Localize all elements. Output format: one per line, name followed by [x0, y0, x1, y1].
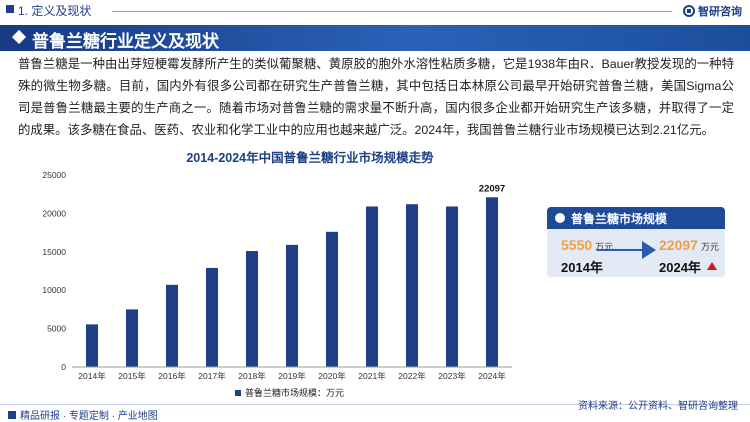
- x-tick-label: 2015年: [118, 371, 146, 381]
- source-note: 资料来源：公开资料、智研咨询整理: [578, 401, 738, 412]
- bar: [86, 324, 98, 367]
- x-tick-label: 2016年: [158, 371, 186, 381]
- y-tick-label: 15000: [42, 247, 66, 257]
- chart-legend: 普鲁兰糖市场规模：万元: [235, 386, 344, 399]
- brand-icon: [683, 5, 695, 17]
- x-tick-label: 2023年: [438, 371, 466, 381]
- section-marker: [6, 5, 14, 13]
- brand-name: 智研咨询: [698, 6, 742, 18]
- end-value: 22097 万元: [659, 237, 719, 253]
- data-label: 22097: [479, 183, 505, 194]
- end-value-unit: 万元: [700, 242, 719, 252]
- header-rule: [112, 11, 672, 12]
- y-tick-label: 5000: [47, 324, 66, 334]
- x-axis: 2014年 2015年 2016年 2017年 2018年 2019年 2020年 2021年…: [72, 366, 512, 381]
- bar-series: [86, 197, 498, 367]
- y-axis: 0 5000 10000 15000 20000 25000: [42, 170, 66, 372]
- card-header: 普鲁兰糖市场规模: [547, 207, 725, 229]
- bar: [206, 267, 218, 367]
- x-tick-label: 2014年: [78, 371, 106, 381]
- x-tick-label: 2019年: [278, 371, 306, 381]
- x-tick-label: 2018年: [238, 371, 266, 381]
- bar: [246, 251, 258, 367]
- x-tick-label: 2017年: [198, 371, 226, 381]
- start-year: 2014年: [561, 260, 603, 275]
- bar: [446, 206, 458, 367]
- page-title: 普鲁兰糖行业定义及现状: [32, 32, 219, 51]
- y-tick-label: 25000: [42, 170, 66, 180]
- end-year: 2024年: [659, 260, 701, 275]
- right-arrow-icon: [642, 241, 656, 259]
- brand-logo: 智研咨询: [683, 3, 742, 19]
- start-value-unit: 万元: [595, 242, 614, 252]
- bar: [166, 284, 178, 367]
- x-tick-label: 2024年: [478, 371, 506, 381]
- y-tick-label: 20000: [42, 208, 66, 218]
- bar: [126, 309, 138, 367]
- legend-swatch: [235, 389, 241, 396]
- x-tick-label: 2020年: [318, 371, 346, 381]
- bar: [286, 244, 298, 367]
- footer-rule: [0, 404, 750, 405]
- end-value-number: 22097: [659, 237, 698, 253]
- data-labels: 22097: [479, 183, 505, 194]
- x-tick-label: 2021年: [358, 371, 386, 381]
- card-dot-icon: [555, 213, 565, 223]
- start-value-number: 5550: [561, 237, 593, 253]
- up-arrow-icon: [707, 262, 717, 270]
- section-label: 1. 定义及现状: [18, 4, 92, 18]
- x-tick-label: 2022年: [398, 371, 426, 381]
- y-tick-label: 10000: [42, 285, 66, 295]
- bar: [406, 204, 418, 367]
- bar: [486, 197, 498, 367]
- legend-label: 普鲁兰糖市场规模：万元: [245, 388, 345, 398]
- arrow-line: [597, 249, 643, 251]
- y-tick-label: 0: [61, 362, 66, 372]
- top-header: 1. 定义及现状: [0, 0, 750, 22]
- start-value: 5550 万元: [561, 237, 613, 253]
- bar: [366, 206, 378, 367]
- footer-tagline: 精品研报 · 专题定制 · 产业地图: [8, 407, 158, 422]
- description-paragraph: 普鲁兰糖是一种由出芽短梗霉发酵所产生的类似葡聚糖、黄原胶的胞外水溶性粘质多糖，它…: [18, 57, 734, 137]
- title-bar: 普鲁兰糖行业定义及现状: [0, 25, 750, 51]
- bar: [326, 231, 338, 367]
- footer-icon: [8, 410, 16, 419]
- card-title: 普鲁兰糖市场规模: [571, 212, 668, 226]
- footer-tagline-text: 精品研报 · 专题定制 · 产业地图: [20, 411, 158, 422]
- chart-title: 2014-2024年中国普鲁兰糖行业市场规模走势: [186, 151, 434, 165]
